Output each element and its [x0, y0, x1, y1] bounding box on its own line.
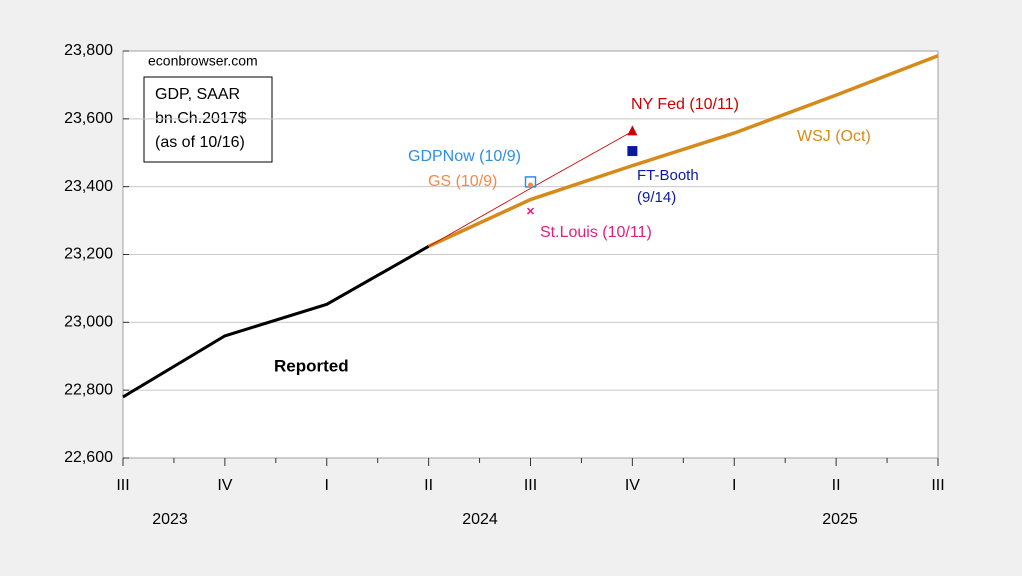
marker: [627, 125, 638, 136]
info-line: (as of 10/16): [155, 134, 245, 151]
x-tick-label: I: [325, 477, 329, 494]
y-tick-label: 23,000: [64, 314, 113, 331]
series-line: [122, 245, 430, 399]
x-tick-label: II: [832, 477, 841, 494]
x-tick-label: I: [732, 477, 736, 494]
info-box: [143, 76, 273, 163]
y-tick-label: 23,200: [64, 246, 113, 263]
year-label: 2024: [462, 511, 498, 528]
x-tick-label: II: [424, 477, 433, 494]
series-label-text: FT-Booth (9/14): [637, 167, 699, 206]
y-tick-label: 23,800: [64, 42, 113, 59]
year-label: 2025: [822, 511, 858, 528]
x-tick-label: III: [116, 477, 129, 494]
y-tick-label: 23,600: [64, 110, 113, 127]
info-line: GDP, SAAR: [155, 86, 240, 103]
series-label: GDPNow (10/9): [408, 148, 521, 165]
series-label: NY Fed (10/11): [631, 96, 739, 113]
year-label: 2023: [152, 511, 188, 528]
series-line: [428, 131, 633, 247]
y-tick-label: 22,600: [64, 449, 113, 466]
x-tick-label: III: [524, 477, 537, 494]
marker: [528, 182, 533, 188]
y-tick-label: 22,800: [64, 381, 113, 398]
x-tick-label: III: [931, 477, 944, 494]
series-label: Reported: [274, 356, 349, 375]
series-label: FT-Booth (9/14): [637, 167, 699, 206]
series-label: GS (10/9): [428, 173, 497, 190]
x-tick-label: IV: [625, 477, 640, 494]
x-tick-label: IV: [217, 477, 232, 494]
marker: [627, 146, 638, 157]
source-note: econbrowser.com: [148, 53, 258, 69]
series-line: [427, 54, 939, 248]
marker: [526, 207, 535, 215]
series-label: WSJ (Oct): [797, 128, 871, 145]
series-label: St.Louis (10/11): [540, 224, 652, 241]
y-tick-label: 23,400: [64, 178, 113, 195]
